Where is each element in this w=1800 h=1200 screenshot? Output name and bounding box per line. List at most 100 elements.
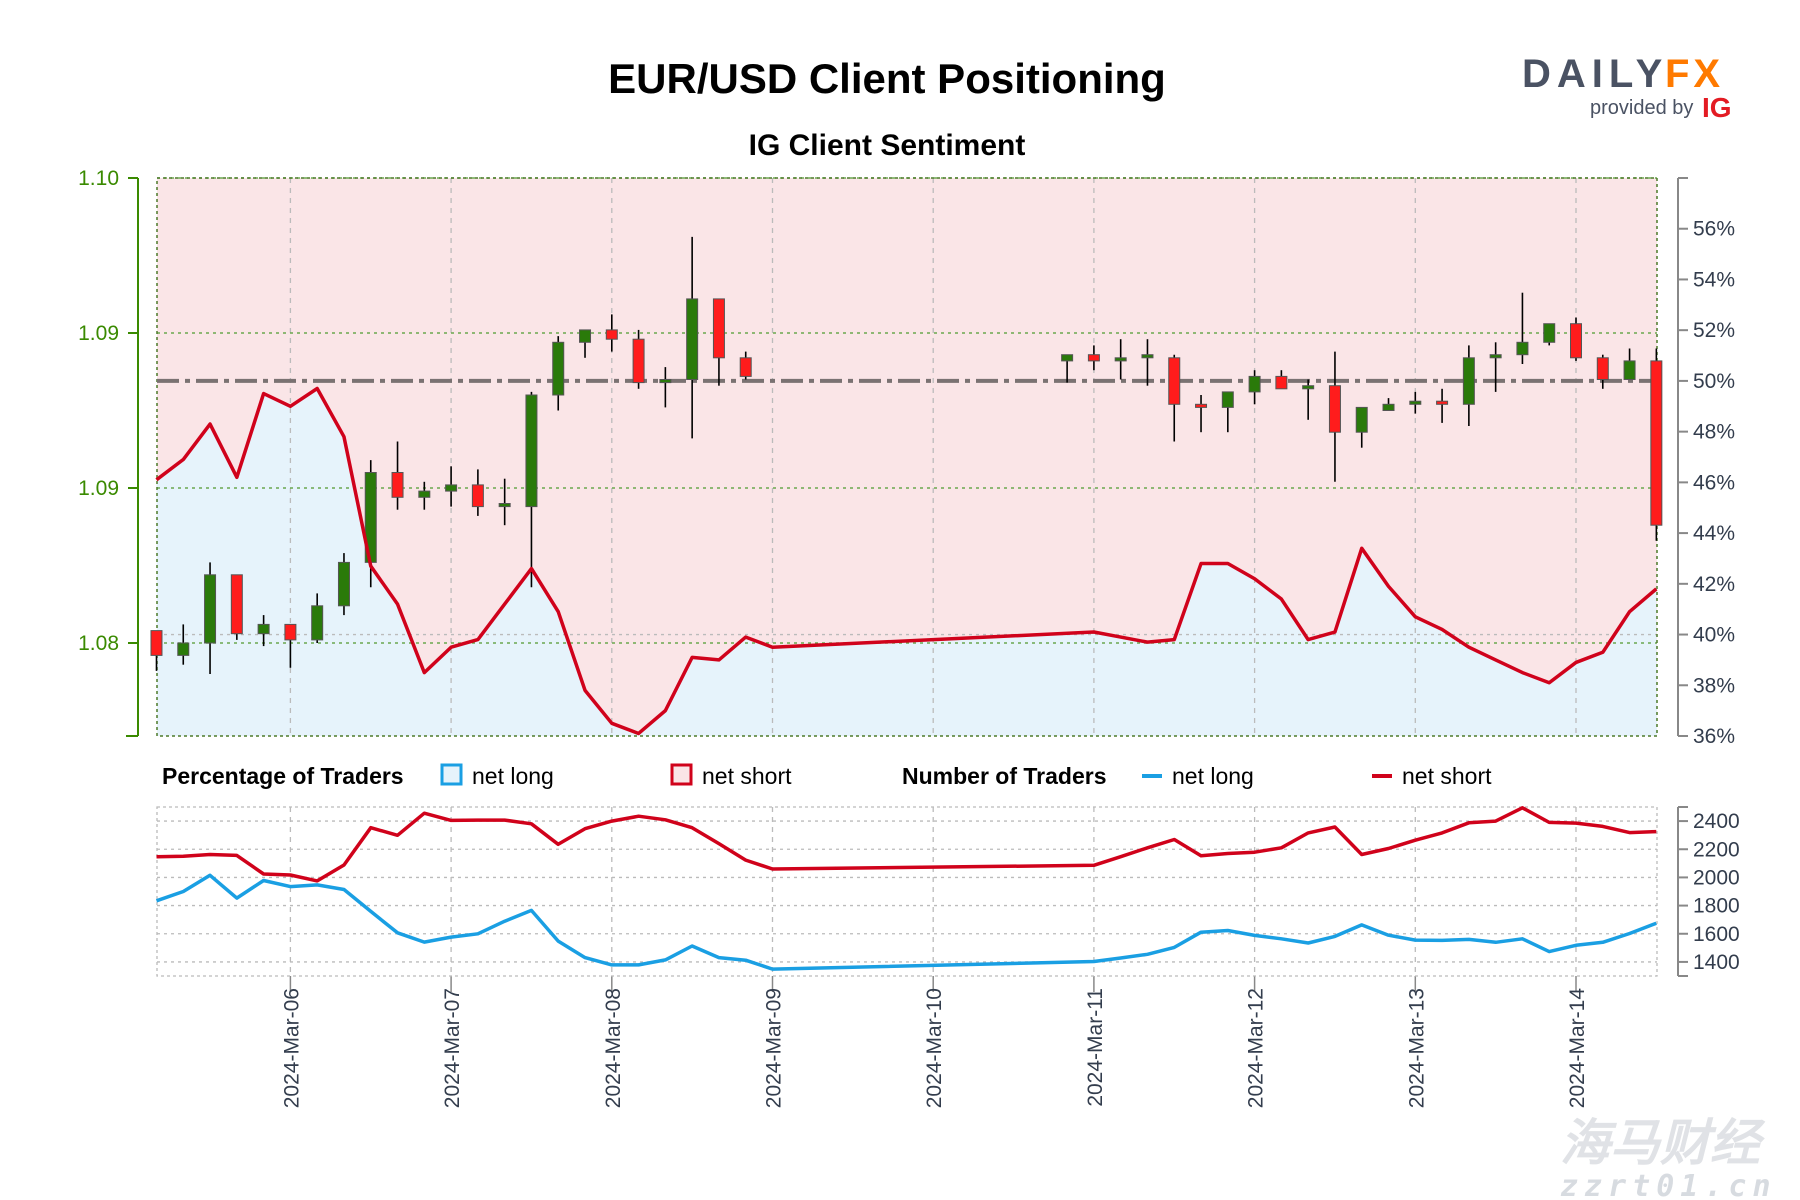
candle-body — [1195, 403, 1208, 408]
candle-body — [1355, 406, 1368, 433]
candle-up — [1516, 292, 1529, 364]
candle-up — [1061, 354, 1074, 383]
chart-subtitle: IG Client Sentiment — [749, 129, 1026, 162]
candle-body — [605, 329, 618, 340]
candle-up — [1302, 379, 1315, 420]
candle-down — [1087, 345, 1100, 371]
candle-up — [1543, 323, 1556, 346]
candle-down — [739, 351, 752, 380]
pct-tick-label: 50% — [1693, 370, 1735, 393]
candle-up — [579, 329, 592, 358]
candle-down — [712, 298, 725, 386]
price-tick-label: 1.09 — [78, 322, 119, 345]
pct-tick-label: 54% — [1693, 268, 1735, 291]
candle-body — [445, 484, 458, 492]
count-plot-border — [156, 806, 1658, 977]
count-tick-label: 2000 — [1693, 866, 1740, 889]
pct-tick-label: 48% — [1693, 421, 1735, 444]
candle-body — [1543, 323, 1556, 343]
watermark-line1: 海马财经 — [1560, 1114, 1766, 1172]
pct-tick-label: 40% — [1693, 624, 1735, 647]
candle-body — [552, 341, 565, 396]
candle-up — [1462, 345, 1475, 426]
candle-body — [1114, 357, 1127, 362]
net-long-percentage-line — [155, 386, 1658, 736]
candle-body — [1302, 385, 1315, 390]
candle-body — [230, 574, 243, 635]
price-sentiment-panel: 1.10 1.09 1.09 1.08 36% 38% 40% 42% 44% 46% 48% 50%… — [78, 167, 1735, 748]
candle-body — [1141, 354, 1154, 359]
date-label: 2024-Mar-08 — [602, 988, 625, 1108]
candle-up — [337, 553, 350, 616]
candle-up — [311, 593, 324, 643]
candle-body — [659, 379, 672, 384]
candle-up — [1623, 348, 1636, 380]
pct-tick-label: 52% — [1693, 319, 1735, 342]
candle-body — [498, 503, 511, 508]
legend-net-long-swatch — [440, 763, 463, 786]
candle-up — [498, 478, 511, 526]
watermark-line2: zzrt01.cn — [1560, 1169, 1777, 1200]
candle-body — [1087, 354, 1100, 362]
candle-down — [230, 574, 243, 640]
candle-up — [418, 481, 431, 510]
date-label: 2024-Mar-14 — [1566, 988, 1589, 1109]
candle-up — [204, 562, 217, 674]
candle-up — [525, 391, 538, 588]
date-label: 2024-Mar-06 — [280, 988, 303, 1108]
candle-up — [1489, 342, 1502, 392]
x-axis-dates: 2024-Mar-06 2024-Mar-07 2024-Mar-08 2024-Ma… — [280, 988, 1589, 1109]
candle-body — [1168, 357, 1181, 405]
candle-body — [1516, 341, 1529, 356]
candle-down — [471, 469, 484, 516]
legend: Percentage of Traders net long net short… — [162, 763, 1492, 789]
count-tick-label: 2200 — [1693, 838, 1740, 861]
candle-body — [471, 484, 484, 508]
candle-down — [632, 329, 645, 389]
pct-tick-label: 44% — [1693, 522, 1735, 545]
candle-body — [1650, 360, 1663, 526]
candle-up — [552, 336, 565, 411]
logo-ig: IG — [1702, 92, 1732, 123]
legend-net-short-swatch — [670, 763, 693, 786]
candle-down — [1168, 354, 1181, 442]
candle-up — [1221, 391, 1234, 433]
candle-body — [418, 490, 431, 498]
candle-body — [1275, 375, 1288, 390]
candle-down — [391, 441, 404, 510]
candle-body — [712, 298, 725, 359]
trader-count-panel: 1400 1600 1800 2000 2200 2400 — [155, 806, 1740, 992]
date-label: 2024-Mar-12 — [1245, 988, 1268, 1108]
candle-up — [1382, 398, 1395, 411]
candle-body — [204, 574, 217, 644]
net-long-count-line — [155, 873, 1657, 971]
candle-body — [739, 357, 752, 377]
chart-title: EUR/USD Client Positioning — [608, 55, 1166, 102]
logo-provided-by: provided by — [1590, 97, 1693, 119]
candle-body — [525, 394, 538, 508]
candle-body — [632, 338, 645, 384]
legend-num-short: net short — [1402, 763, 1492, 789]
candle-up — [686, 236, 699, 439]
candle-body — [391, 472, 404, 498]
legend-num-long: net long — [1172, 763, 1254, 789]
candle-up — [1355, 406, 1368, 448]
date-label: 2024-Mar-09 — [763, 988, 786, 1108]
candle-up — [1248, 370, 1261, 405]
net-long-area — [156, 388, 1657, 736]
candle-body — [579, 329, 592, 343]
price-tick-label: 1.08 — [78, 632, 119, 655]
date-label: 2024-Mar-07 — [441, 988, 464, 1108]
pct-tick-label: 56% — [1693, 218, 1735, 241]
candle-up — [1141, 339, 1154, 386]
count-tick-label: 1600 — [1693, 923, 1740, 946]
candle-up — [257, 615, 270, 647]
legend-pct-short: net short — [702, 763, 792, 789]
candle-up — [1409, 391, 1422, 414]
candle-down — [605, 314, 618, 352]
date-label: 2024-Mar-10 — [923, 988, 946, 1108]
watermark: 海马财经 zzrt01.cn — [1560, 1114, 1777, 1200]
candle-down — [1570, 317, 1582, 361]
date-label: 2024-Mar-11 — [1084, 988, 1107, 1107]
